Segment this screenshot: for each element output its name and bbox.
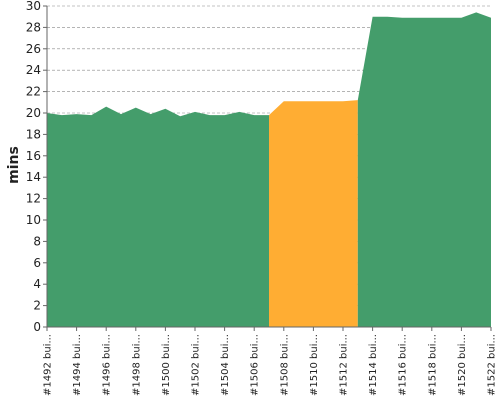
- area-segment-3: [357, 12, 491, 327]
- x-tick-label: #1504 bui...: [220, 334, 231, 396]
- x-tick-label: #1508 bui...: [279, 334, 290, 396]
- x-tick-label: #1512 bui...: [339, 334, 350, 396]
- y-tick-label: 10: [26, 213, 41, 227]
- area-segment-2: [269, 100, 358, 327]
- x-tick-label: #1518 bui...: [427, 334, 438, 396]
- y-tick-label: 24: [26, 63, 41, 77]
- y-tick-label: 4: [33, 277, 41, 291]
- y-tick-label: 22: [26, 85, 41, 99]
- x-tick-label: #1510 bui...: [309, 334, 320, 396]
- x-tick-label: #1502 bui...: [191, 334, 202, 396]
- y-tick-label: 18: [26, 127, 41, 141]
- x-tick-label: #1492 bui...: [43, 334, 54, 396]
- y-tick-label: 2: [33, 299, 41, 313]
- axes: [46, 6, 491, 328]
- x-tick-label: #1516 bui...: [398, 334, 409, 396]
- y-tick-label: 28: [26, 20, 41, 34]
- y-tick-label: 8: [33, 234, 41, 248]
- y-axis-label: mins: [6, 146, 22, 184]
- area-segment-1: [47, 106, 269, 327]
- x-tick-label: #1506 bui...: [250, 334, 261, 396]
- x-axis-ticks: #1492 bui... #1494 bui... #1496 bui... #149…: [43, 327, 498, 396]
- x-tick-label: #1494 bui...: [72, 334, 83, 396]
- x-tick-label: #1500 bui...: [161, 334, 172, 396]
- y-tick-label: 20: [26, 106, 41, 120]
- x-tick-label: #1522 bui...: [487, 334, 498, 396]
- y-tick-label: 16: [26, 149, 41, 163]
- y-tick-label: 30: [26, 0, 41, 13]
- y-tick-label: 6: [33, 256, 41, 270]
- x-tick-label: #1498 bui...: [131, 334, 142, 396]
- y-tick-label: 0: [33, 320, 41, 334]
- y-tick-label: 12: [26, 192, 41, 206]
- x-tick-label: #1514 bui...: [368, 334, 379, 396]
- y-tick-label: 26: [26, 42, 41, 56]
- area-series: [47, 12, 491, 327]
- x-tick-label: #1496 bui...: [102, 334, 113, 396]
- x-tick-label: #1520 bui...: [457, 334, 468, 396]
- y-tick-label: 14: [26, 170, 41, 184]
